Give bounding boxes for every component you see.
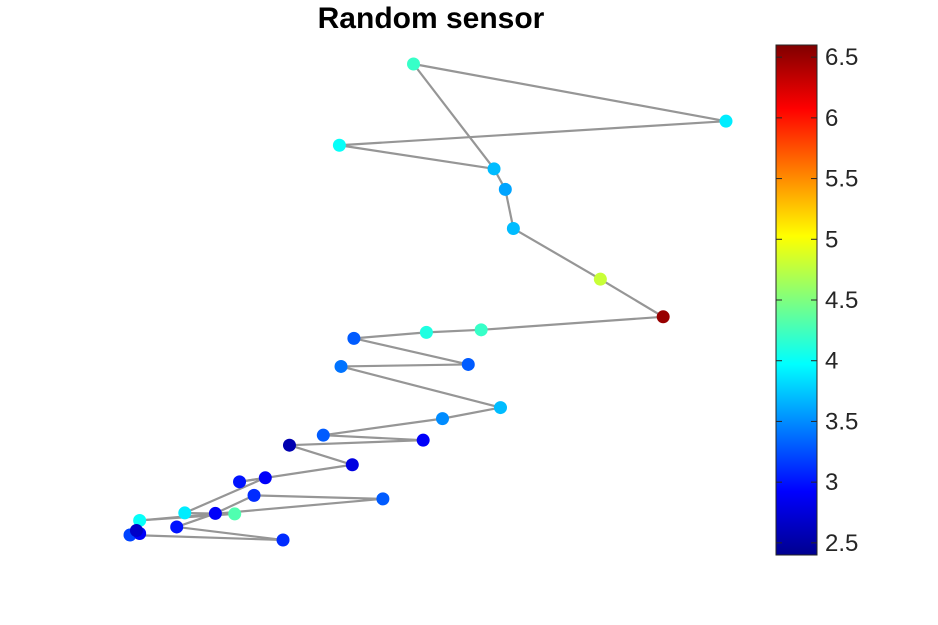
graph-edge — [353, 331, 427, 340]
graph-edge — [129, 533, 284, 542]
graph-node — [487, 162, 501, 176]
graph-node — [416, 433, 430, 447]
colorbar-tick-label: 6 — [825, 105, 838, 132]
graph-node — [435, 412, 449, 426]
graph-edge — [214, 494, 255, 515]
graph-node — [461, 357, 475, 371]
graph-edge — [339, 144, 495, 170]
colorbar-tick-label: 2.5 — [825, 530, 858, 557]
graph-edge — [176, 525, 284, 542]
graph-node — [345, 458, 359, 472]
graph-node — [247, 488, 261, 502]
graph-edge — [184, 476, 266, 514]
graph-edges — [129, 62, 727, 542]
graph-node — [656, 310, 670, 324]
graph-nodes — [123, 57, 733, 547]
colorbar-tick-label: 6.5 — [825, 44, 858, 71]
graph-edge — [340, 363, 469, 368]
graph-node — [407, 57, 421, 71]
graph-node — [506, 222, 520, 236]
graph-edge — [339, 120, 727, 147]
graph-node — [316, 428, 330, 442]
graph-edge — [412, 63, 495, 170]
colorbar-tick-label: 4.5 — [825, 287, 858, 314]
colorbar: 2.5 3 3.5 4 4.5 5 5.5 6 6.5 — [775, 44, 858, 557]
graph-node — [233, 475, 247, 489]
graph-node — [282, 438, 296, 452]
graph-node — [334, 359, 348, 373]
graph-node — [376, 492, 390, 506]
graph-edge — [481, 315, 664, 331]
graph-edge — [176, 512, 216, 528]
graph-node — [474, 323, 488, 337]
graph-node — [178, 506, 192, 520]
graph-node — [133, 513, 147, 527]
graph-edge — [504, 189, 515, 229]
graph-node — [493, 401, 507, 415]
graph-node — [208, 506, 222, 520]
colorbar-tick-label: 4 — [825, 348, 838, 375]
graph-node — [129, 523, 143, 537]
graph-node — [498, 182, 512, 196]
graph-edge — [512, 227, 601, 281]
graph-edge — [426, 328, 482, 334]
graph-node — [593, 272, 607, 286]
colorbar-tick-label: 5.5 — [825, 166, 858, 193]
colorbar-tick-label: 3 — [825, 469, 838, 496]
graph-node — [276, 533, 290, 547]
colorbar-tick-label: 3.5 — [825, 408, 858, 435]
graph-edge — [442, 406, 501, 420]
graph-edge — [254, 494, 383, 500]
graph-edge — [413, 62, 727, 123]
graph-node — [347, 331, 361, 345]
graph-node — [719, 114, 733, 128]
graph-edge — [353, 337, 469, 366]
graph-node — [419, 325, 433, 339]
graph-edge — [139, 497, 383, 522]
graph-edge — [599, 278, 664, 318]
graph-edge — [323, 417, 443, 437]
graph-node — [258, 471, 272, 485]
graph-edge — [323, 434, 424, 442]
graph-node — [332, 138, 346, 152]
graph-edge — [340, 365, 501, 409]
colorbar-gradient — [775, 44, 818, 556]
graph-node — [170, 520, 184, 534]
graph-edge — [289, 444, 353, 466]
colorbar-tick-label: 5 — [825, 226, 838, 253]
colorbar-ticks: 2.5 3 3.5 4 4.5 5 5.5 6 6.5 — [776, 44, 858, 557]
graph-edge — [289, 439, 424, 447]
graph-node — [228, 507, 242, 521]
chart-title: Random sensor — [318, 2, 545, 35]
